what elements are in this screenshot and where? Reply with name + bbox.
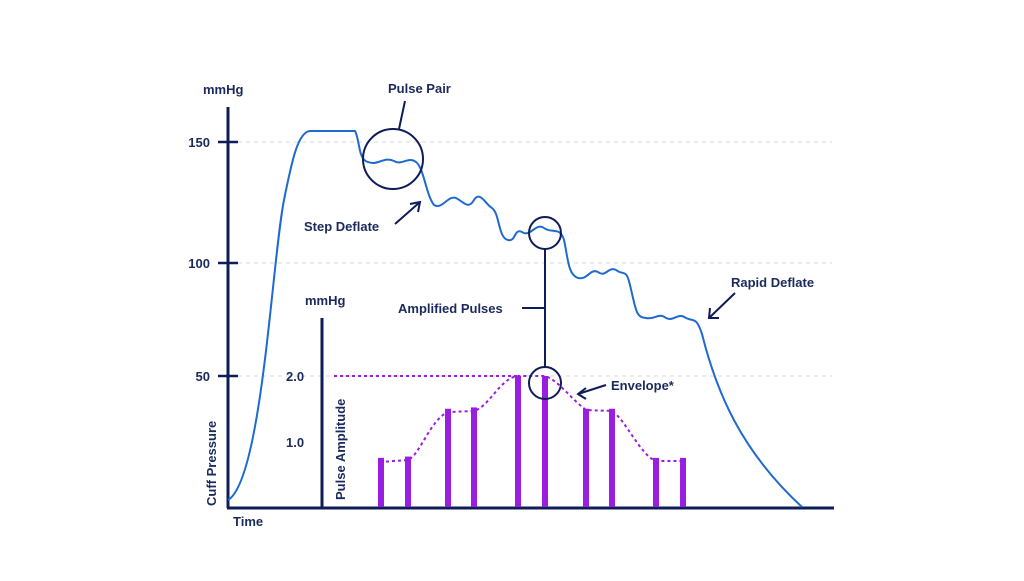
pulse-bar-3 <box>445 408 451 507</box>
pulse-pair-circle <box>362 128 424 190</box>
amplitude-unit-label: mmHg <box>305 293 346 308</box>
pressure-tick-50: 50 <box>196 369 210 384</box>
amplitude-tick-2: 2.0 <box>286 369 304 384</box>
rapid-deflate-label: Rapid Deflate <box>731 275 814 290</box>
pulse-bars <box>378 376 686 507</box>
time-axis-label: Time <box>233 514 263 529</box>
step-deflate-label: Step Deflate <box>304 219 379 234</box>
pulse-pair-leader <box>398 100 406 130</box>
amplitude-tick-1: 1.0 <box>286 435 304 450</box>
pulse-bar-5 <box>515 376 521 507</box>
pulse-pair-label: Pulse Pair <box>388 81 451 96</box>
pulse-bar-1 <box>378 457 384 507</box>
grid-lines <box>230 141 832 377</box>
pulse-bar-7 <box>583 408 589 507</box>
envelope-arrow <box>576 384 607 400</box>
pulse-bar-2 <box>405 456 411 507</box>
pulse-bar-6 <box>542 376 548 507</box>
envelope-label: Envelope* <box>611 378 675 393</box>
rapid-deflate-arrow <box>707 292 736 319</box>
amplified-pulses-label: Amplified Pulses <box>398 301 503 316</box>
pulse-bar-4 <box>471 407 477 507</box>
amplified-pulse-circle <box>528 216 562 250</box>
pressure-tick-150: 150 <box>188 135 210 150</box>
step-deflate-arrow <box>394 200 422 225</box>
pulse-bar-10 <box>680 457 686 507</box>
pressure-axis-label: Cuff Pressure <box>204 421 219 506</box>
pressure-tick-100: 100 <box>188 256 210 271</box>
pulse-bar-8 <box>609 408 615 507</box>
pressure-unit-label: mmHg <box>203 82 244 97</box>
amplitude-axis-label: Pulse Amplitude <box>333 399 348 500</box>
pulse-bar-9 <box>653 457 659 507</box>
